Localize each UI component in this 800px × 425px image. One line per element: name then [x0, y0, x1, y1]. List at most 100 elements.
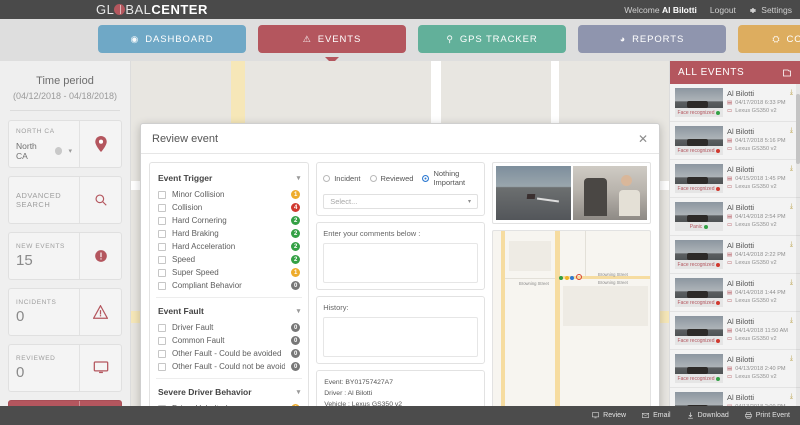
waypoint-marker-icon[interactable]: [570, 276, 575, 280]
chevron-down-icon[interactable]: ▾: [296, 175, 301, 182]
event-trigger-item[interactable]: Compliant Behavior 0: [156, 279, 302, 292]
region-filter-card[interactable]: NORTH CA North CA ▾: [8, 120, 122, 168]
checkbox[interactable]: [158, 203, 166, 212]
events-scrollbar[interactable]: [796, 84, 800, 406]
stat-card-new-events[interactable]: NEW EVENTS 15: [8, 232, 122, 280]
event-fault-item[interactable]: Common Fault 0: [156, 334, 302, 347]
event-thumbnail[interactable]: Face recognized: [675, 392, 723, 406]
classification-select[interactable]: Select... ▾: [323, 194, 479, 209]
event-list-item[interactable]: Face recognized Al Bilotti ▤ 04/17/2018 6:3…: [670, 84, 800, 122]
tab-dashboard[interactable]: ◉ DASHBOARD: [98, 25, 246, 53]
event-thumbnail[interactable]: Panic: [675, 202, 723, 231]
download-icon[interactable]: ⤓: [789, 203, 793, 210]
download-icon[interactable]: ⤓: [789, 279, 793, 286]
checkbox[interactable]: [158, 281, 166, 290]
event-list-item[interactable]: Face recognized Al Bilotti ▤ 04/13/2018 2:4…: [670, 350, 800, 388]
event-trigger-item[interactable]: Super Speed 1: [156, 266, 302, 279]
event-list-item[interactable]: Face recognized Al Bilotti ▤ 04/15/2018 1:4…: [670, 160, 800, 198]
scrollbar-thumb[interactable]: [796, 94, 800, 164]
download-icon[interactable]: ⤓: [789, 317, 793, 324]
tab-reports[interactable]: ◕ REPORTS: [578, 25, 726, 53]
advanced-search-card[interactable]: ADVANCED SEARCH: [8, 176, 122, 224]
bottom-email-button[interactable]: Email: [642, 412, 671, 419]
checkbox[interactable]: [158, 255, 166, 264]
bottom-print-button[interactable]: Print Event: [744, 412, 790, 419]
event-fault-header[interactable]: Event Fault ▾: [156, 303, 302, 321]
event-trigger-item[interactable]: Minor Collision 1: [156, 188, 302, 201]
checkbox[interactable]: [158, 323, 166, 332]
logout-link[interactable]: Logout: [709, 4, 736, 15]
download-icon[interactable]: ⤓: [789, 89, 793, 96]
event-fault-item[interactable]: Driver Fault 0: [156, 321, 302, 334]
settings-link[interactable]: Settings: [749, 5, 792, 15]
search-icon-wrap[interactable]: [79, 177, 121, 223]
history-input[interactable]: [323, 317, 479, 357]
event-thumbnail[interactable]: Face recognized: [675, 316, 723, 345]
classification-option[interactable]: Nothing Important: [422, 169, 478, 187]
tab-configure[interactable]: ⛭ CONFIGURE: [738, 25, 800, 53]
stat-card-incidents[interactable]: INCIDENTS 0: [8, 288, 122, 336]
classification-option[interactable]: Reviewed: [369, 174, 413, 183]
chevron-down-icon[interactable]: ▾: [296, 308, 301, 315]
tab-events[interactable]: ⚠ EVENTS: [258, 25, 406, 64]
waypoint-marker-icon[interactable]: [565, 276, 570, 280]
event-trigger-header[interactable]: Event Trigger ▾: [156, 170, 302, 188]
close-icon[interactable]: ✕: [637, 131, 648, 146]
region-select[interactable]: North CA ▾: [16, 141, 72, 161]
download-icon[interactable]: ⤓: [789, 165, 793, 172]
bottom-review-button[interactable]: Review: [592, 412, 626, 419]
event-trigger-item[interactable]: Collision 4: [156, 201, 302, 214]
event-fault-item[interactable]: Other Fault - Could not be avoided 0: [156, 360, 302, 373]
camera-views[interactable]: [492, 162, 651, 224]
clear-icon[interactable]: [54, 146, 63, 155]
comments-input[interactable]: [323, 243, 479, 283]
driver-camera-view[interactable]: [572, 166, 648, 220]
event-list-item[interactable]: Face recognized Al Bilotti ▤ 04/17/2018 5:1…: [670, 122, 800, 160]
checkbox[interactable]: [158, 242, 166, 251]
download-icon[interactable]: ⤓: [789, 241, 793, 248]
stat-card-reviewed[interactable]: REVIEWED 0: [8, 344, 122, 392]
bottom-download-button[interactable]: Download: [687, 412, 729, 419]
download-icon[interactable]: ⤓: [789, 393, 793, 400]
event-fault-item[interactable]: Other Fault - Could be avoided 0: [156, 347, 302, 360]
event-marker-icon[interactable]: [576, 274, 583, 280]
event-trigger-item[interactable]: Hard Braking 2: [156, 227, 302, 240]
severe-behavior-header[interactable]: Severe Driver Behavior ▾: [156, 384, 302, 402]
export-icon[interactable]: [782, 68, 792, 78]
event-thumbnail[interactable]: Face recognized: [675, 88, 723, 117]
event-thumbnail[interactable]: Face recognized: [675, 278, 723, 307]
start-marker-icon[interactable]: [559, 276, 564, 280]
time-period-range[interactable]: (04/12/2018 - 04/18/2018): [12, 91, 118, 101]
event-list-item[interactable]: Panic Al Bilotti ▤ 04/14/2018 2:54 PM ▭ Lexus…: [670, 198, 800, 236]
checkbox[interactable]: [158, 349, 166, 358]
event-list-item[interactable]: Face recognized Al Bilotti ▤ 04/14/2018 1:4…: [670, 274, 800, 312]
radio-button[interactable]: [323, 174, 331, 182]
event-list-item[interactable]: Face recognized Al Bilotti ▤ 04/14/2018 2:2…: [670, 236, 800, 274]
event-list-item[interactable]: Face recognized Al Bilotti ▤04/13/2018 2:0…: [670, 388, 800, 406]
download-icon[interactable]: ⤓: [789, 355, 793, 362]
event-thumbnail[interactable]: Face recognized: [675, 240, 723, 269]
event-vehicle: Lexus GS350 v2: [735, 184, 777, 190]
checkbox[interactable]: [158, 268, 166, 277]
classification-option[interactable]: Incident: [323, 174, 361, 183]
event-thumbnail[interactable]: Face recognized: [675, 126, 723, 155]
checkbox[interactable]: [158, 336, 166, 345]
event-list-item[interactable]: Face recognized Al Bilotti ▤ 04/14/2018 11:…: [670, 312, 800, 350]
event-thumbnail[interactable]: Face recognized: [675, 354, 723, 383]
chevron-down-icon[interactable]: ▾: [296, 389, 301, 396]
radio-button[interactable]: [422, 174, 430, 182]
event-trigger-item[interactable]: Speed 2: [156, 253, 302, 266]
event-trigger-item[interactable]: Hard Cornering 2: [156, 214, 302, 227]
tab-gps-tracker[interactable]: ⚲ GPS TRACKER: [418, 25, 566, 53]
event-thumbnail[interactable]: Face recognized: [675, 164, 723, 193]
checkbox[interactable]: [158, 362, 166, 371]
radio-button[interactable]: [369, 174, 377, 182]
road-camera-view[interactable]: [496, 166, 571, 220]
checkbox[interactable]: [158, 190, 166, 199]
checkbox[interactable]: [158, 229, 166, 238]
event-trigger-item[interactable]: Hard Acceleration 2: [156, 240, 302, 253]
checkbox[interactable]: [158, 216, 166, 225]
chevron-down-icon[interactable]: ▾: [68, 147, 72, 155]
download-icon[interactable]: ⤓: [789, 127, 793, 134]
event-location-map[interactable]: Browning Street Browning Street Browning…: [492, 230, 651, 420]
